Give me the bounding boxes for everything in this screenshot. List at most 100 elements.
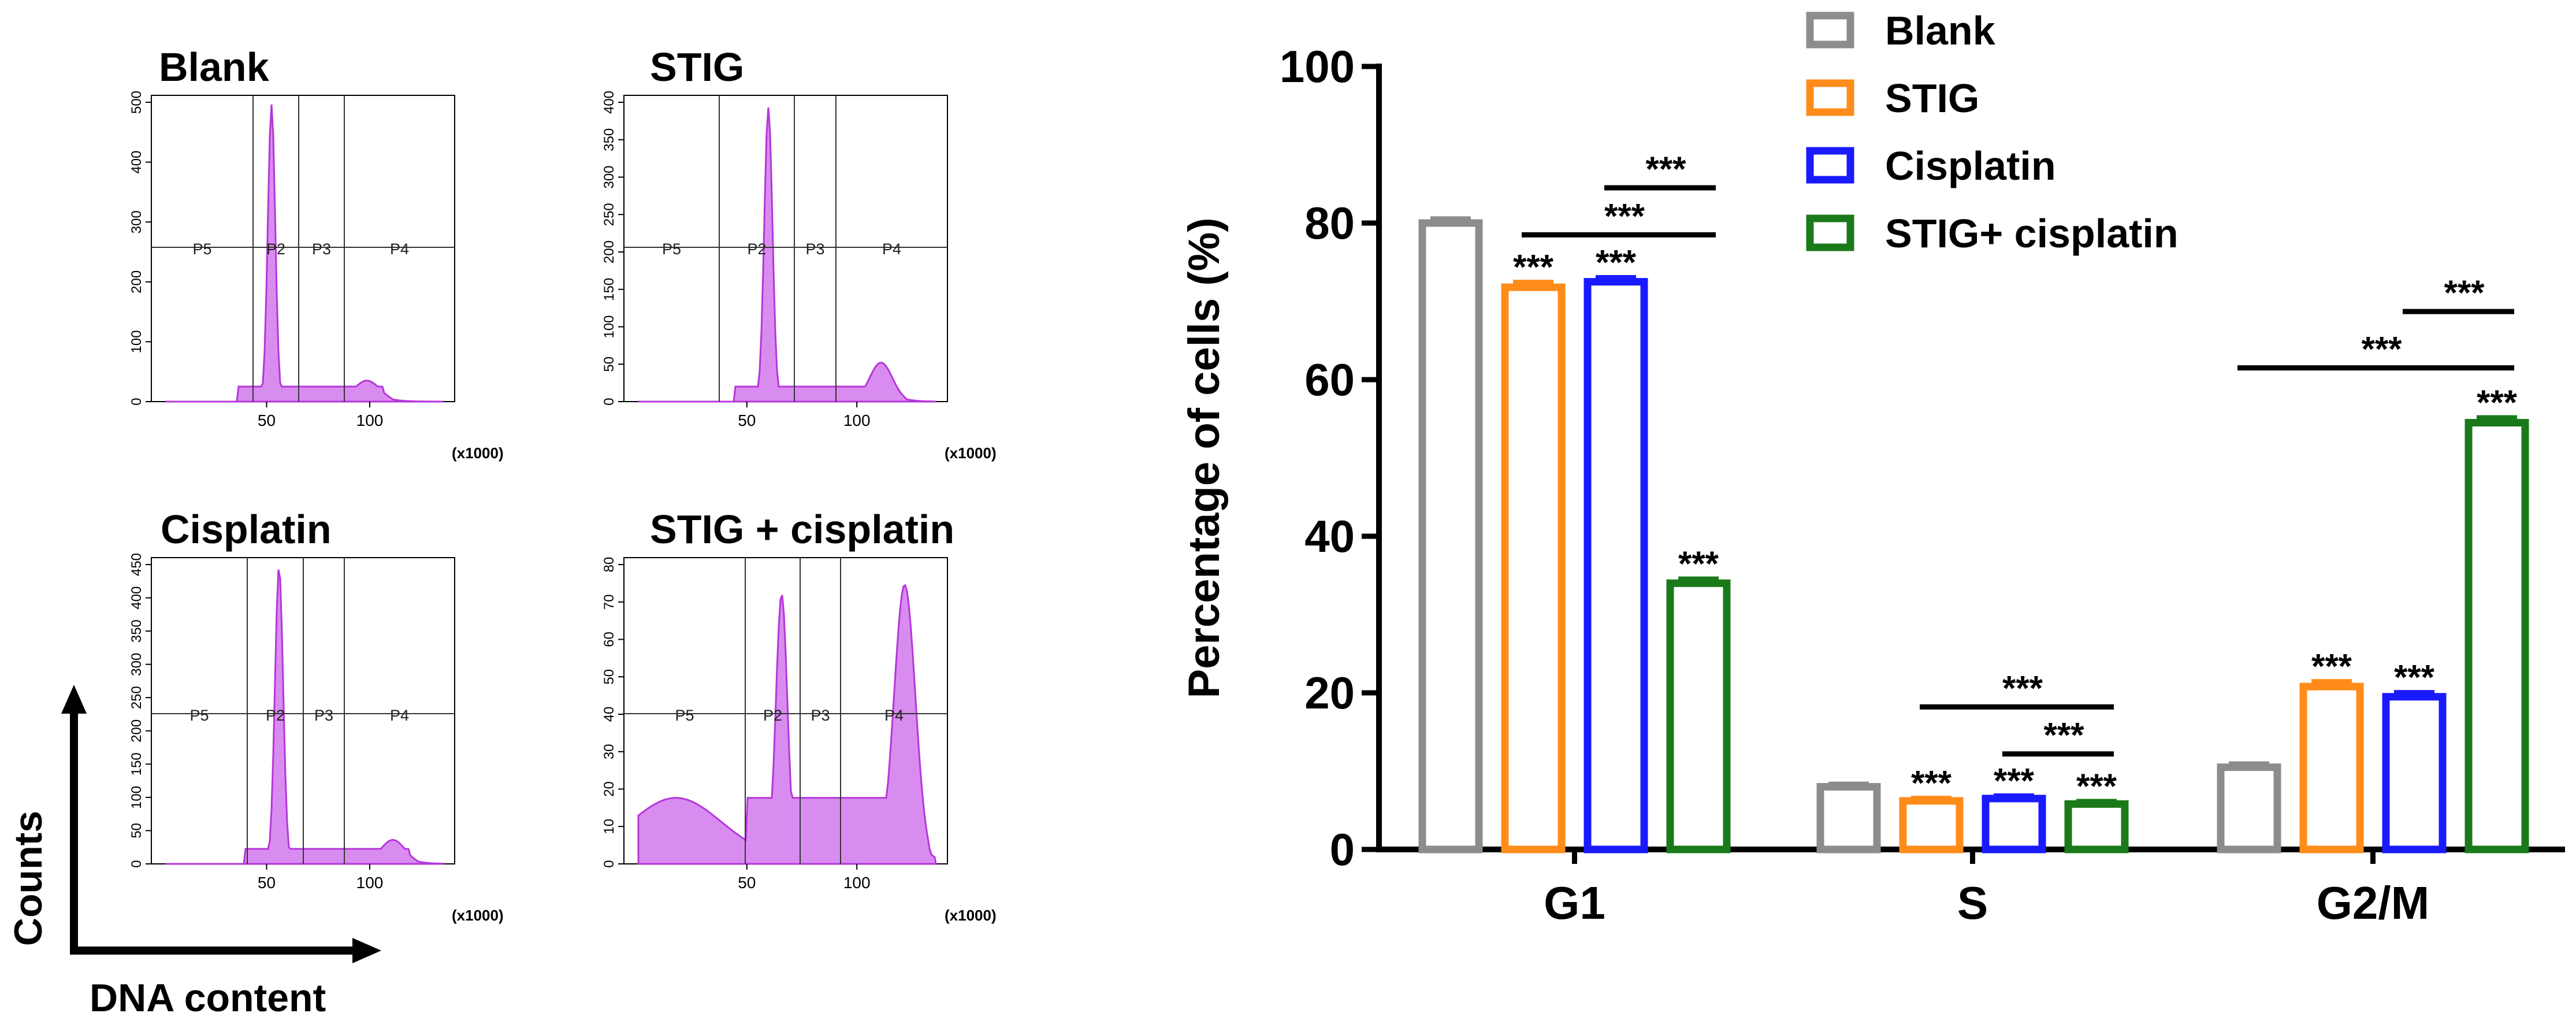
bar-cisplatin	[2382, 693, 2447, 853]
bar-cisplatin	[1982, 795, 2046, 853]
legend-item: STIG+ cisplatin	[1806, 211, 2179, 256]
axes-indicator: Counts DNA content	[6, 685, 381, 1020]
y-tick-label: 300	[601, 165, 617, 188]
gate-label: P3	[312, 240, 331, 258]
bar-blank	[1816, 783, 1881, 853]
significance-label: ***	[1513, 248, 1554, 287]
bar-stig-cisplatin	[2465, 419, 2529, 853]
counts-arrow-head	[61, 685, 87, 714]
y-tick-label: 80	[601, 557, 617, 573]
gate-label: P3	[805, 240, 824, 258]
legend-swatch	[1806, 147, 1854, 184]
gate-label: P4	[884, 707, 904, 724]
significance-label: ***	[1596, 243, 1637, 281]
gate-label: P5	[675, 707, 694, 724]
legend-swatch	[1806, 214, 1854, 251]
gate-label: P5	[189, 707, 209, 724]
significance-label: ***	[1911, 764, 1952, 803]
significance-label: ***	[2477, 383, 2518, 422]
y-tick-label: 0	[601, 860, 617, 867]
legend-item: Cisplatin	[1806, 143, 2056, 188]
y-tick-label: 300	[129, 653, 144, 676]
comparison-label: ***	[1604, 196, 1645, 235]
significance-label: ***	[2076, 767, 2117, 806]
histogram-area	[637, 584, 937, 865]
significance-label: ***	[1678, 544, 1719, 583]
x-tick-label: 100	[843, 411, 871, 429]
y-tick-label: 0	[1330, 824, 1355, 875]
y-tick-label: 20	[601, 781, 617, 797]
legend-label: STIG	[1885, 76, 1979, 121]
y-tick-label: 60	[601, 632, 617, 647]
y-tick-label: 200	[601, 240, 617, 264]
legend-item: STIG	[1806, 76, 1979, 121]
y-tick-label: 50	[601, 357, 617, 372]
y-tick-label: 200	[129, 270, 144, 294]
significance-label: ***	[2394, 658, 2435, 697]
comparison-label: ***	[2043, 716, 2084, 755]
category-label: G2/M	[2317, 877, 2430, 929]
x-tick-label: 50	[738, 874, 756, 892]
x-tick-label: 100	[356, 874, 384, 892]
histogram-panel-2: STIG P5 P2 P3 P4 0 50 100 150 200 250 300 350 400 50 10…	[601, 44, 997, 462]
legend-swatch	[1806, 12, 1854, 49]
y-tick-label: 400	[601, 91, 617, 114]
y-tick-label: 100	[129, 786, 144, 809]
y-tick-label: 400	[129, 151, 144, 174]
histogram-area	[166, 104, 443, 403]
x-tick-label: 100	[356, 411, 384, 429]
x-unit-label: (x1000)	[945, 444, 997, 462]
significance-label: ***	[1994, 762, 2035, 800]
comparison-label: ***	[2002, 669, 2043, 707]
y-tick-label: 450	[129, 553, 144, 576]
dna-content-label: DNA content	[90, 976, 326, 1020]
y-axis-label: Percentage of cells (%)	[1180, 217, 1229, 698]
y-tick-label: 200	[129, 719, 144, 743]
histogram-panel-3: Cisplatin P5 P2 P3 P4 0 50 100 150 200 250 300 350 40…	[129, 507, 504, 924]
gate-label: P5	[662, 240, 681, 258]
y-tick-label: 150	[601, 278, 617, 301]
category-label: S	[1957, 877, 1988, 929]
panel-title: STIG	[650, 44, 744, 90]
y-tick-label: 50	[129, 823, 144, 838]
bar-stig-cisplatin	[1666, 579, 1731, 853]
x-unit-label: (x1000)	[452, 907, 504, 924]
bar-stig	[1501, 283, 1566, 853]
y-tick-label: 350	[601, 128, 617, 151]
y-tick-label: 250	[601, 203, 617, 226]
y-tick-label: 20	[1304, 667, 1355, 718]
panel-title: STIG + cisplatin	[650, 507, 954, 552]
y-tick-label: 0	[129, 860, 144, 867]
y-tick-label: 350	[129, 619, 144, 643]
y-tick-label: 150	[129, 752, 144, 775]
y-tick-label: 300	[129, 210, 144, 233]
y-tick-label: 0	[601, 398, 617, 405]
panel-title: Cisplatin	[161, 507, 332, 552]
y-tick-label: 400	[129, 587, 144, 610]
y-tick-label: 100	[1280, 41, 1355, 92]
y-tick-label: 50	[601, 669, 617, 685]
gate-label: P3	[811, 707, 830, 724]
x-tick-label: 50	[258, 411, 276, 429]
panel-title: Blank	[159, 44, 269, 90]
bar-cisplatin	[1583, 278, 1648, 853]
gate-label: P2	[763, 707, 782, 724]
bar-stig	[1899, 797, 1964, 853]
legend-swatch	[1806, 79, 1854, 116]
y-tick-label: 40	[1304, 511, 1355, 562]
bar-blank	[2217, 763, 2281, 853]
bar-chart: 0 20 40 60 80 100 Percentage of cells (%) G1 S G2…	[1180, 8, 2565, 929]
y-tick-label: 10	[601, 819, 617, 834]
gate-label: P2	[747, 240, 766, 258]
gate-label: P3	[314, 707, 333, 724]
counts-label: Counts	[6, 811, 50, 946]
y-tick-label: 70	[601, 594, 617, 610]
y-tick-label: 80	[1304, 198, 1355, 248]
significance-label: ***	[2311, 647, 2352, 686]
dna-arrow-head	[352, 938, 381, 963]
y-tick-label: 60	[1304, 354, 1355, 405]
histogram-panel-4: STIG + cisplatin P5 P2 P3 P4 0 10 20 30 40 50 60 70 8…	[601, 507, 997, 924]
gate-label: P2	[266, 707, 285, 724]
bar-blank	[1418, 219, 1483, 853]
